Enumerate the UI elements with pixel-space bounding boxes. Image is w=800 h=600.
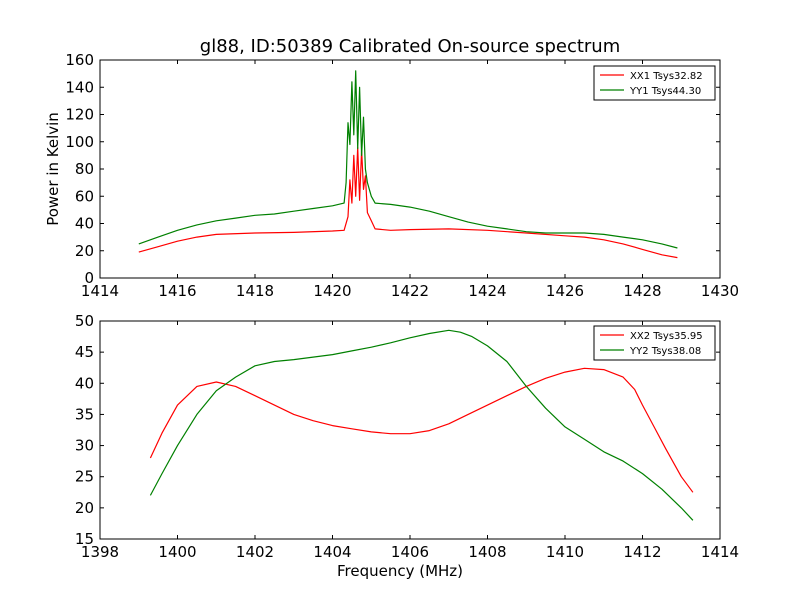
x-tick-label: 1418	[236, 282, 274, 300]
y-tick-label: 40	[75, 215, 94, 233]
x-tick-label: 1414	[701, 543, 739, 561]
x-tick-label: 1420	[313, 282, 351, 300]
y-tick-label: 20	[75, 242, 94, 260]
y-tick-label: 50	[75, 312, 94, 330]
x-tick-label: 1408	[468, 543, 506, 561]
series-line-xx1	[138, 146, 678, 259]
x-tick-label: 1398	[81, 543, 119, 561]
x-axis-title: Frequency (MHz)	[337, 562, 463, 580]
x-tick-label: 1424	[468, 282, 506, 300]
y-tick-label: 80	[75, 160, 94, 178]
series-line-xx2	[149, 367, 694, 493]
legend-label: YY2 Tsys38.08	[629, 346, 701, 357]
series-line-yy2	[149, 329, 694, 521]
x-tick-label: 1426	[546, 282, 584, 300]
x-tick-label: 1416	[158, 282, 196, 300]
y-tick-label: 45	[75, 343, 94, 361]
x-tick-label: 1412	[623, 543, 661, 561]
bottom-spectrum-panel: 1398 1400 1402 1404 1406 1408 1410 1412 1414 15 20…	[75, 312, 739, 580]
legend: XX2 Tsys35.95 YY2 Tsys38.08	[593, 325, 716, 361]
figure-title: gl88, ID:50389 Calibrated On-source spec…	[200, 36, 620, 57]
legend: XX1 Tsys32.82 YY1 Tsys44.30	[593, 65, 716, 101]
y-tick-label: 140	[65, 78, 94, 96]
legend-label: XX1 Tsys32.82	[630, 71, 703, 82]
y-tick-label: 15	[75, 530, 94, 548]
series-line-yy1	[138, 70, 678, 249]
y-tick-label: 60	[75, 187, 94, 205]
legend-label: YY1 Tsys44.30	[629, 86, 701, 97]
x-tick-label: 1402	[236, 543, 274, 561]
x-tick-label: 1410	[546, 543, 584, 561]
legend-label: XX2 Tsys35.95	[630, 331, 703, 342]
y-tick-label: 160	[65, 51, 94, 69]
x-tick-label: 1414	[81, 282, 119, 300]
x-tick-label: 1404	[313, 543, 351, 561]
y-tick-label: 20	[75, 499, 94, 517]
y-tick-label: 100	[65, 133, 94, 151]
x-tick-label: 1400	[158, 543, 196, 561]
series-lines	[149, 329, 694, 521]
y-tick-label: 0	[84, 269, 94, 287]
x-tick-label: 1406	[391, 543, 429, 561]
y-tick-label: 35	[75, 405, 94, 423]
y-tick-label: 30	[75, 437, 94, 455]
series-lines	[138, 70, 678, 259]
legend-box	[593, 325, 716, 361]
legend-box	[593, 65, 716, 101]
top-spectrum-panel: 1414 1416 1418 1420 1422 1424 1426 1428 1430 0 20 4…	[44, 51, 739, 300]
y-tick-label: 120	[65, 106, 94, 124]
y-axis-title: Power in Kelvin	[44, 112, 62, 226]
x-tick-label: 1430	[701, 282, 739, 300]
y-tick-label: 25	[75, 468, 94, 486]
y-tick-label: 40	[75, 374, 94, 392]
x-tick-label: 1428	[623, 282, 661, 300]
x-tick-label: 1422	[391, 282, 429, 300]
